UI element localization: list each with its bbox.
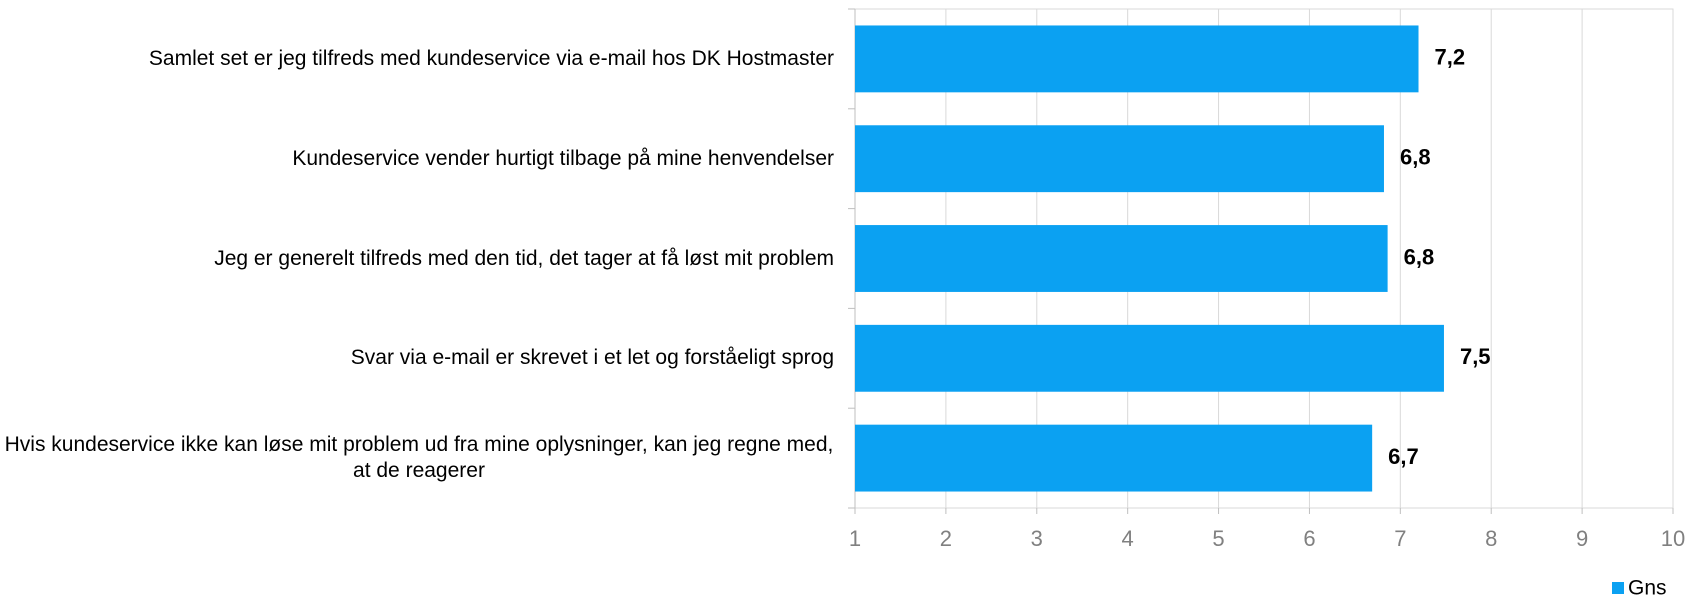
data-label: 7,5 xyxy=(1460,344,1491,369)
x-tick-label: 5 xyxy=(1212,526,1224,551)
data-label: 7,2 xyxy=(1435,45,1466,70)
bar xyxy=(855,225,1388,292)
bar xyxy=(855,424,1373,492)
y-tick-label: Kundeservice vender hurtigt tilbage på m… xyxy=(292,146,834,170)
x-tick-label: 1 xyxy=(849,526,861,551)
y-tick-label: Hvis kundeservice ikke kan løse mit prob… xyxy=(4,433,834,483)
data-label: 6,8 xyxy=(1400,145,1431,170)
x-tick-label: 4 xyxy=(1122,526,1134,551)
x-tick-label: 2 xyxy=(940,526,952,551)
bar xyxy=(855,25,1419,93)
legend-swatch xyxy=(1612,582,1624,594)
y-tick-label: Samlet set er jeg tilfreds med kundeserv… xyxy=(148,46,834,70)
y-tick-label: Jeg er generelt tilfreds med den tid, de… xyxy=(214,246,834,270)
data-label: 6,7 xyxy=(1388,444,1419,469)
legend-label: Gns xyxy=(1628,577,1667,600)
y-tick-label: Svar via e-mail er skrevet i et let og f… xyxy=(350,346,834,370)
x-tick-label: 8 xyxy=(1485,526,1497,551)
bar xyxy=(855,125,1384,193)
bar xyxy=(855,324,1444,392)
data-label: 6,8 xyxy=(1404,244,1435,269)
x-tick-label: 9 xyxy=(1576,526,1588,551)
x-tick-label: 6 xyxy=(1303,526,1315,551)
x-tick-label: 3 xyxy=(1031,526,1043,551)
x-tick-label: 7 xyxy=(1394,526,1406,551)
x-tick-label: 10 xyxy=(1661,526,1685,551)
